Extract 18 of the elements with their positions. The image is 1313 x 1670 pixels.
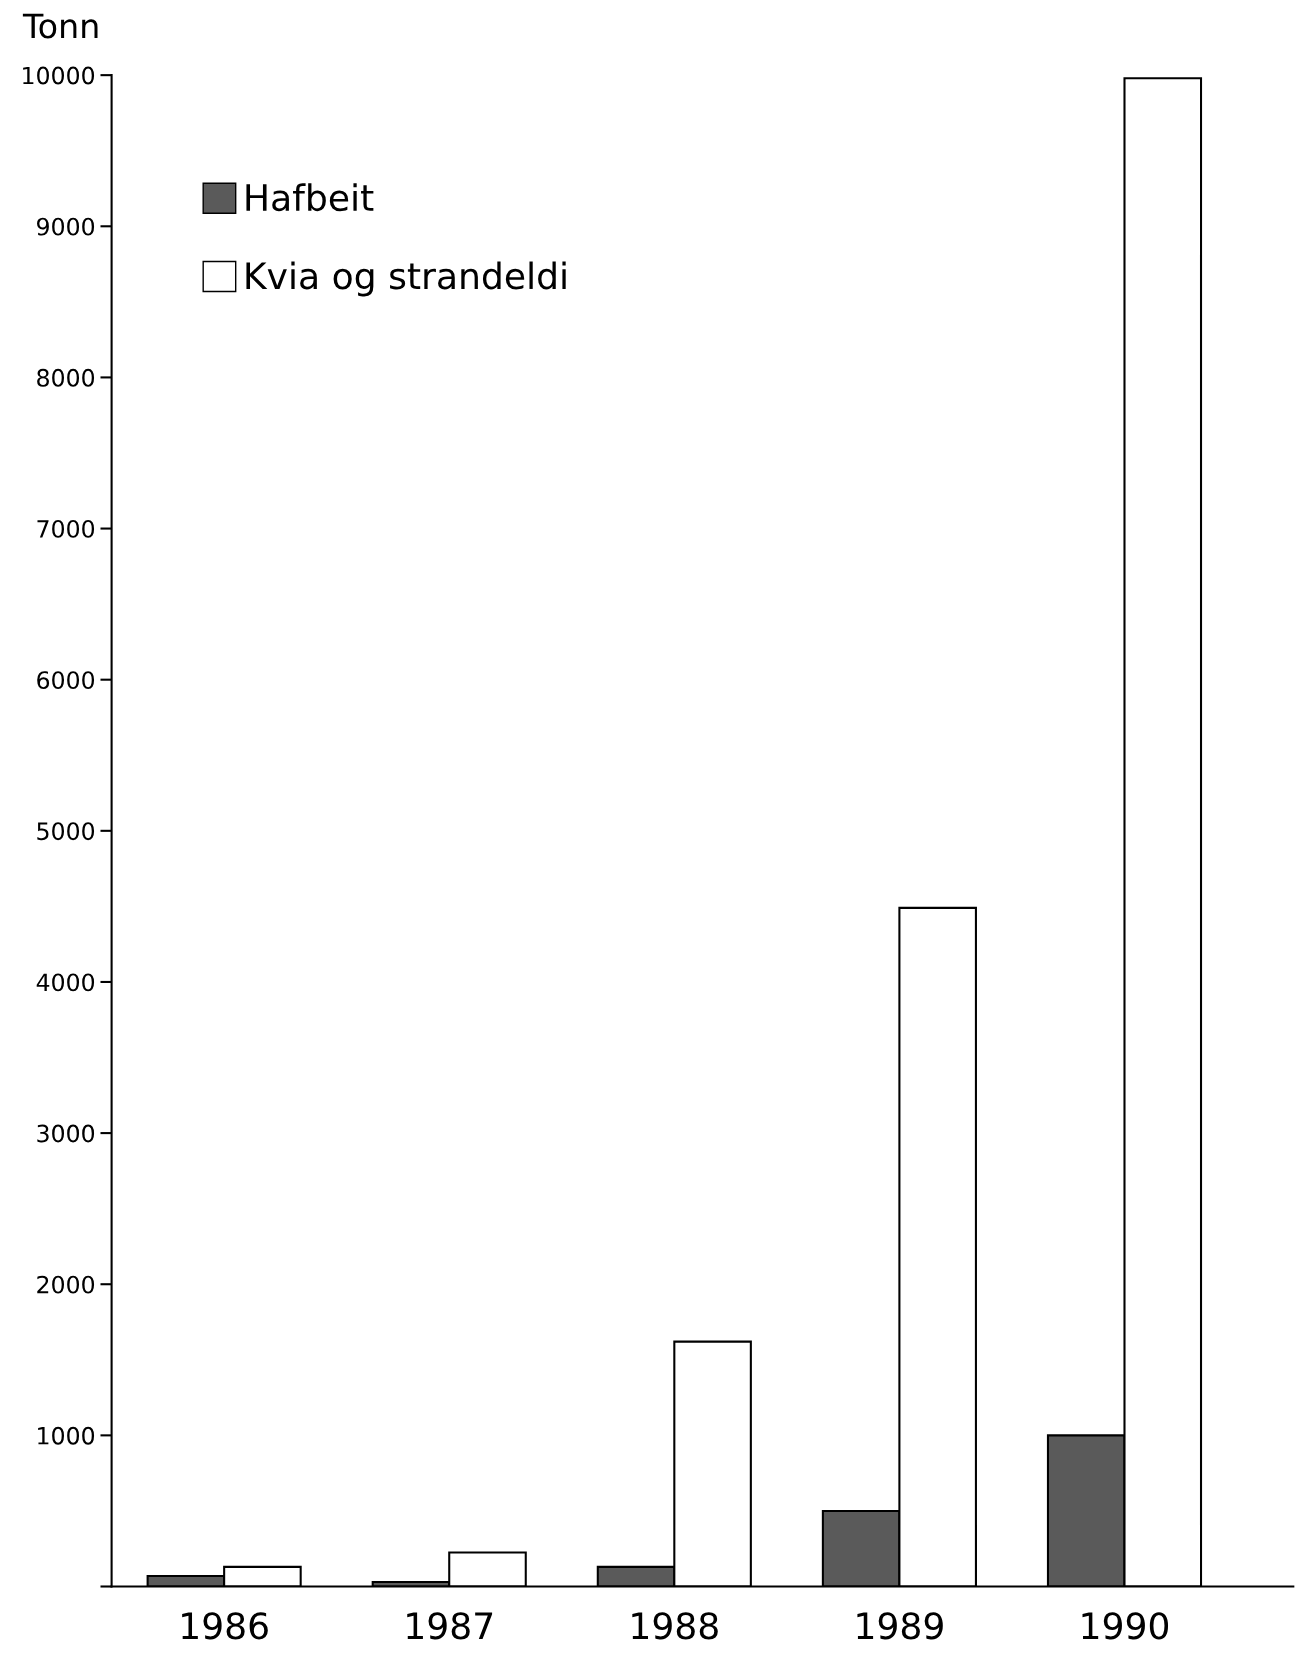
y-axis-title: Tonn [22, 13, 98, 39]
legend-label: Kvia og strandeldi [246, 261, 566, 297]
x-tick-label: 1988 [632, 1612, 718, 1640]
x-tick-label: 1990 [1082, 1612, 1169, 1640]
y-tick-label: 3000 [37, 1124, 95, 1143]
legend-label: Hafbeit [246, 183, 374, 212]
y-tick-label: 5000 [37, 822, 95, 841]
y-tick-label: 7000 [37, 520, 95, 538]
x-tick-label: 1989 [857, 1612, 943, 1640]
y-tick-label: 8000 [37, 368, 95, 387]
x-tick-label: 1987 [407, 1612, 493, 1640]
y-tick-label: 10000 [23, 66, 95, 85]
x-tick-label: 1986 [182, 1612, 268, 1640]
y-tick-label: 6000 [37, 671, 95, 689]
y-tick-label: 4000 [36, 973, 95, 992]
y-tick-label: 2000 [37, 1275, 95, 1294]
y-tick-label: 9000 [37, 217, 95, 236]
y-tick-label: 1000 [38, 1426, 95, 1445]
